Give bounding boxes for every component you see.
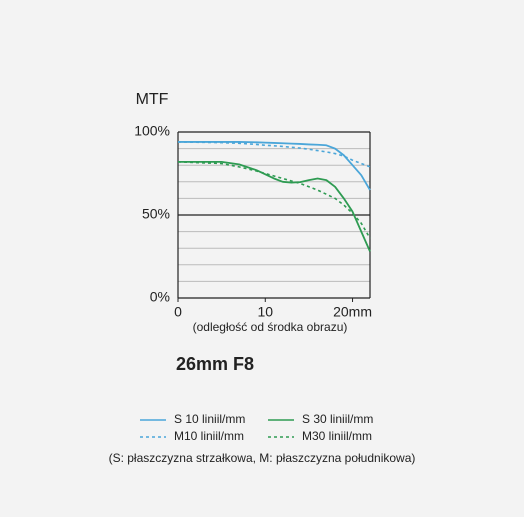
x-tick-label: 10: [257, 304, 273, 320]
x-axis-label: (odległość od środka obrazu): [193, 320, 348, 334]
legend-label: M30 liniil/mm: [302, 429, 372, 443]
x-tick-label: 0: [174, 304, 182, 320]
x-tick-label: 20mm: [333, 304, 372, 320]
series-line: [177, 161, 371, 239]
y-tick-label: 100%: [134, 123, 170, 139]
series-line: [178, 160, 371, 252]
legend-label: S 30 liniil/mm: [302, 412, 373, 426]
chart-title: 26mm F8: [176, 354, 254, 374]
y-tick-label: 0%: [150, 289, 170, 305]
y-axis-label: MTF: [136, 91, 169, 108]
note: (S: płaszczyzna strzałkowa, M: płaszczyz…: [109, 451, 416, 465]
y-tick-label: 50%: [142, 206, 170, 222]
legend-label: M10 liniil/mm: [174, 429, 244, 443]
legend-label: S 10 liniil/mm: [174, 412, 245, 426]
series-line: [178, 141, 371, 191]
series-line: [177, 141, 371, 168]
